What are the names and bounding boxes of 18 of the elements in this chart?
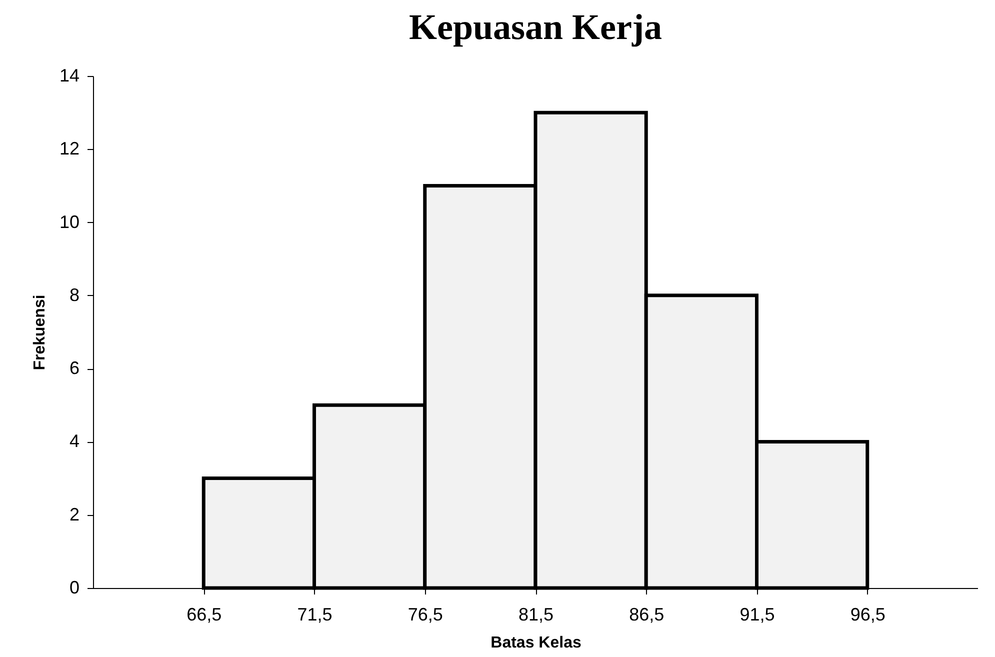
x-tick-label: 91,5 xyxy=(740,604,775,624)
y-tick-label: 12 xyxy=(59,138,80,159)
x-tick-label: 71,5 xyxy=(297,604,332,624)
x-axis-title: Batas Kelas xyxy=(490,634,582,652)
chart-title: Kepuasan Kerja xyxy=(408,7,662,47)
y-tick-label: 14 xyxy=(59,66,80,86)
y-tick-label: 8 xyxy=(69,284,80,305)
x-tick-label: 81,5 xyxy=(518,604,554,624)
y-tick-label: 4 xyxy=(69,431,80,452)
y-tick-label: 2 xyxy=(69,504,80,524)
y-axis-title: Frekuensi xyxy=(31,294,48,370)
x-tick-label: 66,5 xyxy=(186,604,222,624)
y-tick-label: 6 xyxy=(69,358,80,378)
x-tick-label: 76,5 xyxy=(408,604,443,624)
y-tick-label: 0 xyxy=(69,578,80,598)
y-tick-label: 10 xyxy=(59,212,80,232)
x-tick-label: 96,5 xyxy=(850,604,886,624)
x-tick-label: 86,5 xyxy=(629,604,664,624)
